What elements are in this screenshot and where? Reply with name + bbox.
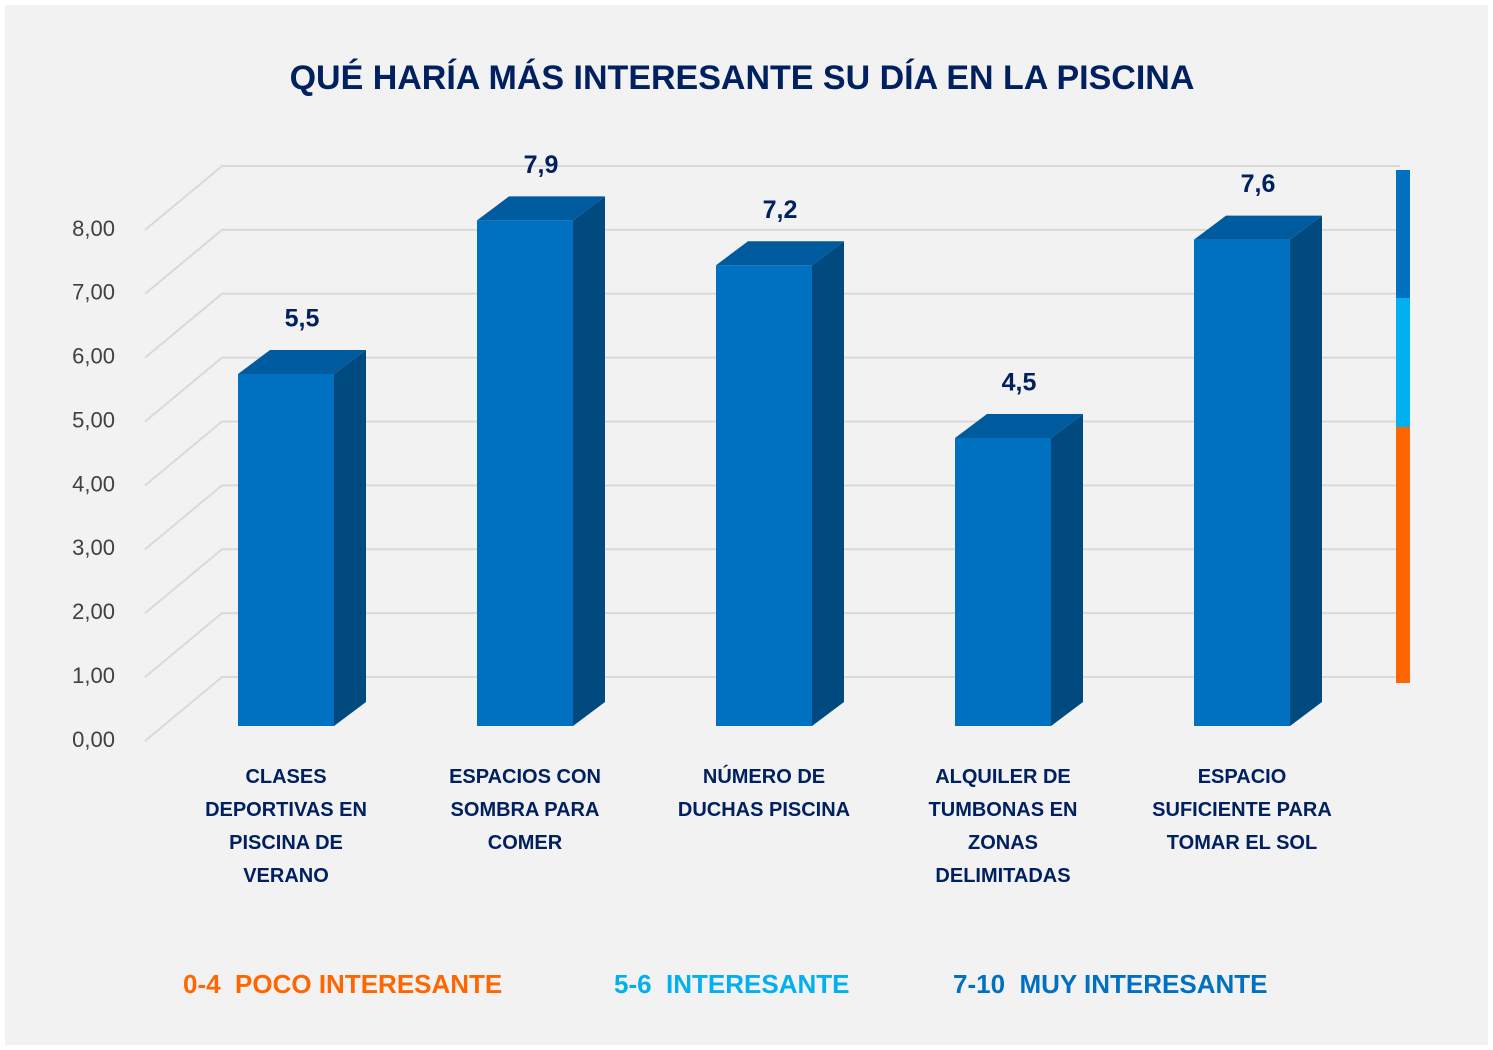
label-line: PISCINA DE bbox=[229, 832, 343, 854]
x-tick-label: ALQUILER DE TUMBONAS EN ZONAS DELIMITADAS bbox=[929, 766, 1078, 887]
bar-side bbox=[1051, 414, 1083, 726]
bar-side bbox=[1290, 215, 1322, 726]
value-label: 5,5 bbox=[285, 305, 320, 333]
scale-band bbox=[1396, 427, 1410, 683]
bar-side bbox=[334, 350, 366, 726]
bar-top bbox=[716, 241, 844, 266]
label-line: TOMAR EL SOL bbox=[1167, 832, 1317, 854]
grid-line bbox=[144, 356, 1400, 423]
label-line: ALQUILER DE bbox=[935, 766, 1071, 788]
chart-title: QUÉ HARÍA MÁS INTERESANTE SU DÍA EN LA P… bbox=[290, 59, 1195, 97]
label-line: VERANO bbox=[243, 865, 329, 887]
y-tick-label: 3,00 bbox=[72, 535, 115, 560]
x-tick-label: ESPACIOS CON SOMBRA PARA COMER bbox=[449, 766, 601, 854]
grid-line bbox=[144, 228, 1400, 295]
y-tick-label: 8,00 bbox=[72, 216, 115, 241]
grid-line bbox=[144, 292, 1400, 359]
bar bbox=[1194, 215, 1322, 726]
scale-band bbox=[1396, 170, 1410, 298]
label-line: ESPACIO bbox=[1198, 766, 1287, 788]
bar-front bbox=[477, 220, 573, 726]
bar bbox=[955, 414, 1083, 726]
scale-band bbox=[1396, 298, 1410, 427]
label-line: DEPORTIVAS EN bbox=[205, 799, 367, 821]
bar bbox=[477, 196, 605, 726]
x-tick-label: ESPACIO SUFICIENTE PARA TOMAR EL SOL bbox=[1152, 766, 1332, 854]
label-line: COMER bbox=[488, 832, 563, 854]
bar-top bbox=[1194, 215, 1322, 240]
label-line: NÚMERO DE bbox=[703, 764, 825, 788]
y-tick-label: 2,00 bbox=[72, 599, 115, 624]
bar-front bbox=[1194, 239, 1290, 726]
legend-entry: 5-6 INTERESANTE bbox=[614, 969, 850, 999]
x-tick-label: NÚMERO DE DUCHAS PISCINA bbox=[678, 764, 850, 821]
label-line: TUMBONAS EN bbox=[929, 799, 1078, 821]
bar-side bbox=[573, 196, 605, 726]
label-line: SUFICIENTE PARA bbox=[1152, 799, 1332, 821]
legend-entry: 7-10 MUY INTERESANTE bbox=[953, 969, 1267, 999]
bar-side bbox=[812, 241, 844, 726]
bar-top bbox=[477, 196, 605, 221]
bar-front bbox=[955, 438, 1051, 726]
label-line: SOMBRA PARA bbox=[451, 799, 600, 821]
x-tick-label: CLASES DEPORTIVAS EN PISCINA DE VERANO bbox=[205, 766, 367, 887]
bar-top bbox=[238, 350, 366, 374]
label-line: ZONAS bbox=[968, 832, 1038, 854]
bar-front bbox=[716, 265, 812, 726]
y-tick-label: 1,00 bbox=[72, 663, 115, 688]
y-tick-label: 5,00 bbox=[72, 407, 115, 432]
y-tick-label: 4,00 bbox=[72, 471, 115, 496]
value-label: 4,5 bbox=[1002, 369, 1037, 397]
label-line: ESPACIOS CON bbox=[449, 766, 601, 788]
legend-entry: 0-4 POCO INTERESANTE bbox=[183, 969, 502, 999]
label-line: DELIMITADAS bbox=[935, 865, 1070, 887]
bar bbox=[716, 241, 844, 726]
y-tick-label: 0,00 bbox=[72, 727, 115, 752]
value-label: 7,9 bbox=[524, 151, 559, 179]
bar-front bbox=[238, 374, 334, 726]
y-tick-label: 7,00 bbox=[72, 280, 115, 305]
value-label: 7,2 bbox=[763, 196, 798, 224]
grid-line bbox=[144, 165, 1400, 231]
y-tick-label: 6,00 bbox=[72, 344, 115, 369]
label-line: CLASES bbox=[245, 766, 326, 788]
label-line: DUCHAS PISCINA bbox=[678, 799, 850, 821]
bar-top bbox=[955, 414, 1083, 438]
bar bbox=[238, 350, 366, 726]
value-label: 7,6 bbox=[1241, 170, 1276, 198]
